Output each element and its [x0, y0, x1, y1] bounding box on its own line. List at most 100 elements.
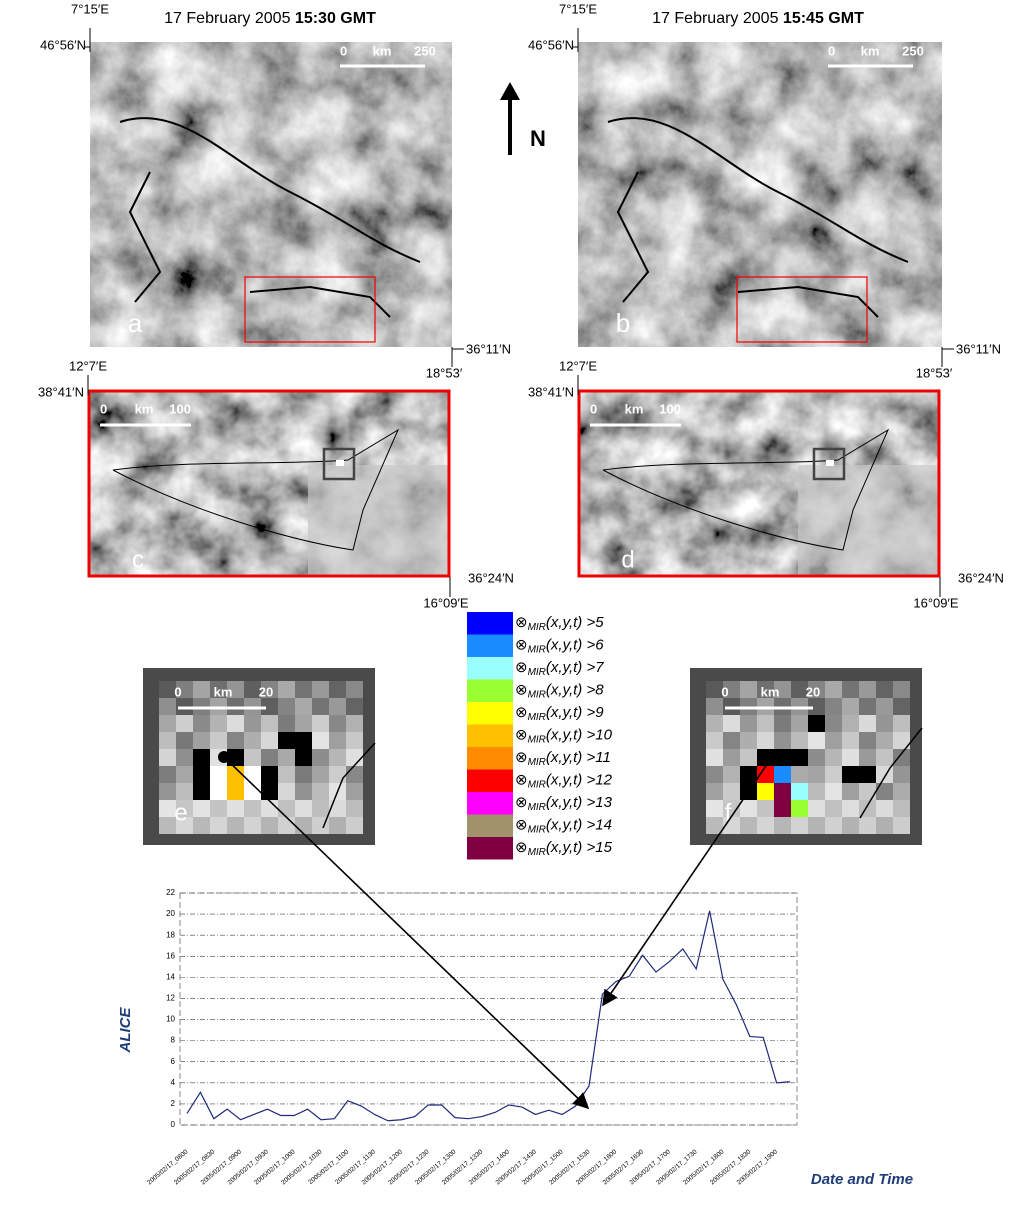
- pixel-cell: [295, 681, 312, 698]
- pixel-cell: [706, 749, 723, 766]
- pixel-cell: [842, 715, 859, 732]
- pixel-cell: [210, 800, 227, 817]
- pixel-cell: [210, 783, 227, 800]
- pixel-cell: [176, 800, 193, 817]
- zoom-box: [244, 276, 376, 343]
- pixel-cell: [210, 766, 227, 783]
- legend-swatch: [467, 612, 513, 635]
- pixel-cell: [825, 715, 842, 732]
- pixel-cell: [791, 681, 808, 698]
- hot-spot: [336, 460, 344, 466]
- pixel-cell: [740, 749, 757, 766]
- scale-label: km: [135, 401, 154, 416]
- scale-label: 100: [169, 401, 191, 416]
- pixel-cell: [706, 800, 723, 817]
- legend-label: ⊗MIR(x,y,t) >15: [515, 839, 613, 858]
- legend-symbol: ⊗: [515, 681, 528, 698]
- pixel-cell: [706, 817, 723, 834]
- pixel-cell: [193, 800, 210, 817]
- legend-symbol: ⊗: [515, 659, 528, 676]
- crater-box: [812, 447, 846, 481]
- title-date: 17 February 2005: [164, 10, 290, 27]
- pixel-cell: [808, 698, 825, 715]
- title-time: 15:45 GMT: [783, 10, 864, 27]
- pixel-cell: [210, 681, 227, 698]
- pixel-cell: [159, 817, 176, 834]
- legend-subscript: MIR: [528, 847, 546, 858]
- pixel-cell: [227, 783, 244, 800]
- legend-swatch: [467, 837, 513, 860]
- y-tick-label: 10: [166, 1015, 175, 1024]
- legend-label: ⊗MIR(x,y,t) >11: [515, 749, 611, 768]
- pixel-cell: [842, 800, 859, 817]
- scale-label: 0: [340, 43, 347, 58]
- y-tick-label: 2: [171, 1099, 176, 1108]
- pixel-cell: [261, 800, 278, 817]
- pixel-cell: [808, 732, 825, 749]
- pixel-cell: [312, 698, 329, 715]
- pixel-cell: [859, 732, 876, 749]
- pixel-cell: [723, 800, 740, 817]
- pixel-cell: [346, 766, 363, 783]
- pixel-cell: [723, 749, 740, 766]
- pixel-cell: [244, 817, 261, 834]
- pixel-cell: [808, 715, 825, 732]
- pixel-cell: [825, 817, 842, 834]
- pixel-cell: [876, 715, 893, 732]
- pixel-cell: [825, 732, 842, 749]
- y-tick-label: 8: [171, 1036, 176, 1045]
- title-time: 15:30 GMT: [295, 10, 376, 27]
- pixel-cell: [842, 817, 859, 834]
- panel-title: 17 February 2005 15:45 GMT: [652, 10, 864, 27]
- pixel-cell: [893, 817, 910, 834]
- lat-label: 46°56′N: [528, 37, 574, 52]
- lon-label: 7°15′E: [559, 1, 597, 16]
- pixel-cell: [346, 749, 363, 766]
- pixel-cell: [808, 766, 825, 783]
- pointer-arrow: [602, 756, 773, 1007]
- pixel-cell: [295, 749, 312, 766]
- pixel-cell: [159, 681, 176, 698]
- pixel-cell: [791, 817, 808, 834]
- pixel-cell: [244, 766, 261, 783]
- legend-text: (x,y,t) >12: [546, 771, 613, 788]
- pixel-cell: [859, 681, 876, 698]
- lat-label: 38°41′N: [528, 384, 574, 399]
- pixel-cell: [244, 732, 261, 749]
- pixel-cell: [825, 783, 842, 800]
- title-date: 17 February 2005: [652, 10, 778, 27]
- pixel-cell: [159, 766, 176, 783]
- pixel-cell: [825, 766, 842, 783]
- legend-symbol: ⊗: [515, 726, 528, 743]
- scale-label: 20: [806, 684, 820, 699]
- pixel-cell: [346, 783, 363, 800]
- pixel-cell: [176, 681, 193, 698]
- legend-symbol: ⊗: [515, 794, 528, 811]
- pixel-cell: [825, 698, 842, 715]
- lon-label: 7°15′E: [71, 1, 109, 16]
- pixel-cell: [244, 749, 261, 766]
- scale-label: km: [761, 684, 780, 699]
- legend-symbol: ⊗: [515, 816, 528, 833]
- y-tick-label: 16: [166, 951, 175, 960]
- y-tick-label: 4: [171, 1078, 176, 1087]
- legend-text: (x,y,t) >15: [546, 839, 613, 856]
- pixel-cell: [278, 698, 295, 715]
- pixel-cell: [876, 783, 893, 800]
- satellite-image: [578, 42, 942, 347]
- pixel-cell: [261, 698, 278, 715]
- legend-label: ⊗MIR(x,y,t) >7: [515, 659, 604, 678]
- pixel-cell: [312, 766, 329, 783]
- land-area: [308, 465, 450, 575]
- pixel-cell: [261, 681, 278, 698]
- pixel-cell: [859, 766, 876, 783]
- pixel-cell: [893, 766, 910, 783]
- pixel-cell: [210, 732, 227, 749]
- pixel-cell: [159, 783, 176, 800]
- pixel-cell: [842, 732, 859, 749]
- pixel-cell: [329, 732, 346, 749]
- pixel-cell: [808, 817, 825, 834]
- pixel-cell: [278, 732, 295, 749]
- scale-label: 0: [828, 43, 835, 58]
- pixel-cell: [244, 715, 261, 732]
